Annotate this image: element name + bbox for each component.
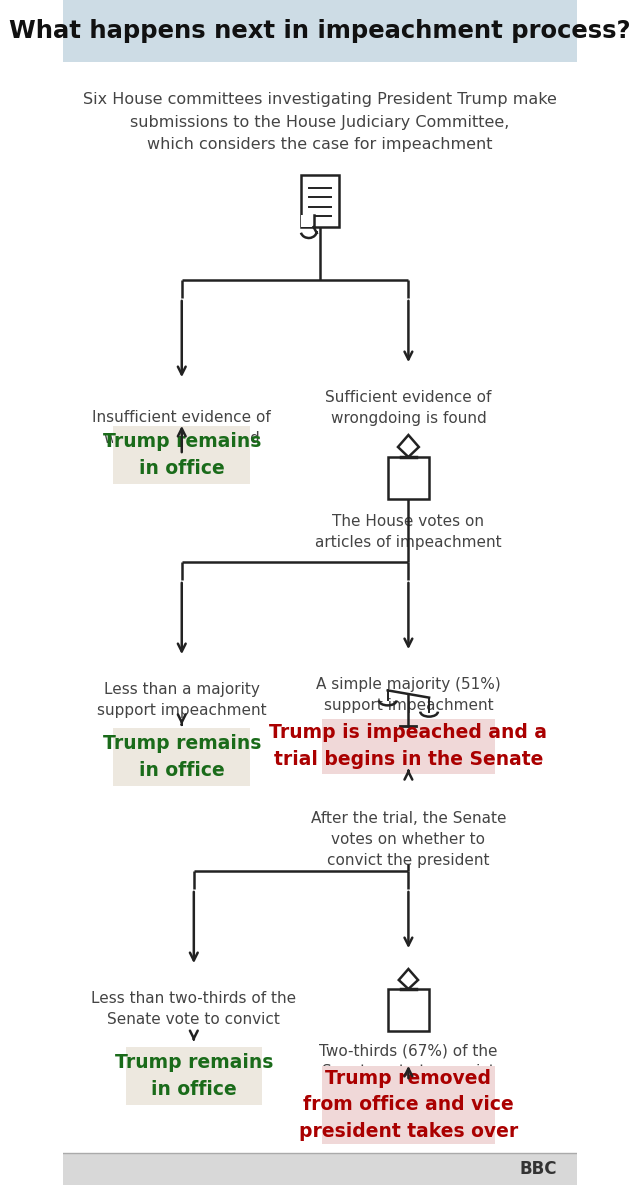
FancyBboxPatch shape (388, 457, 429, 499)
Polygon shape (398, 435, 419, 457)
Text: Trump removed
from office and vice
president takes over: Trump removed from office and vice presi… (299, 1069, 518, 1141)
Text: Trump remains
in office: Trump remains in office (115, 1053, 273, 1098)
Text: After the trial, the Senate
votes on whether to
convict the president: After the trial, the Senate votes on whe… (310, 811, 506, 867)
FancyBboxPatch shape (322, 718, 495, 774)
FancyBboxPatch shape (113, 728, 250, 786)
Text: The House votes on
articles of impeachment: The House votes on articles of impeachme… (315, 514, 502, 550)
FancyBboxPatch shape (301, 214, 314, 228)
Text: Trump remains
in office: Trump remains in office (102, 433, 261, 478)
Text: What happens next in impeachment process?: What happens next in impeachment process… (9, 19, 631, 43)
FancyBboxPatch shape (113, 425, 250, 483)
Text: A simple majority (51%)
support impeachment: A simple majority (51%) support impeachm… (316, 677, 500, 713)
Text: Less than a majority
support impeachment: Less than a majority support impeachment (97, 683, 267, 718)
Text: Trump remains
in office: Trump remains in office (102, 735, 261, 780)
FancyBboxPatch shape (125, 1048, 262, 1104)
FancyBboxPatch shape (301, 175, 339, 228)
Text: Insufficient evidence of
wrongdoing is found: Insufficient evidence of wrongdoing is f… (92, 410, 271, 446)
Text: Two-thirds (67%) of the
Senate vote to convict: Two-thirds (67%) of the Senate vote to c… (319, 1043, 498, 1080)
Text: Six House committees investigating President Trump make
submissions to the House: Six House committees investigating Presi… (83, 92, 557, 152)
FancyBboxPatch shape (388, 989, 429, 1031)
Text: BBC: BBC (520, 1160, 557, 1178)
FancyBboxPatch shape (322, 1066, 495, 1144)
Polygon shape (399, 969, 418, 989)
Text: Trump is impeached and a
trial begins in the Senate: Trump is impeached and a trial begins in… (269, 723, 547, 769)
FancyBboxPatch shape (63, 0, 577, 62)
Text: Less than two-thirds of the
Senate vote to convict: Less than two-thirds of the Senate vote … (92, 991, 296, 1027)
Text: Sufficient evidence of
wrongdoing is found: Sufficient evidence of wrongdoing is fou… (325, 390, 492, 425)
FancyBboxPatch shape (63, 1153, 577, 1185)
